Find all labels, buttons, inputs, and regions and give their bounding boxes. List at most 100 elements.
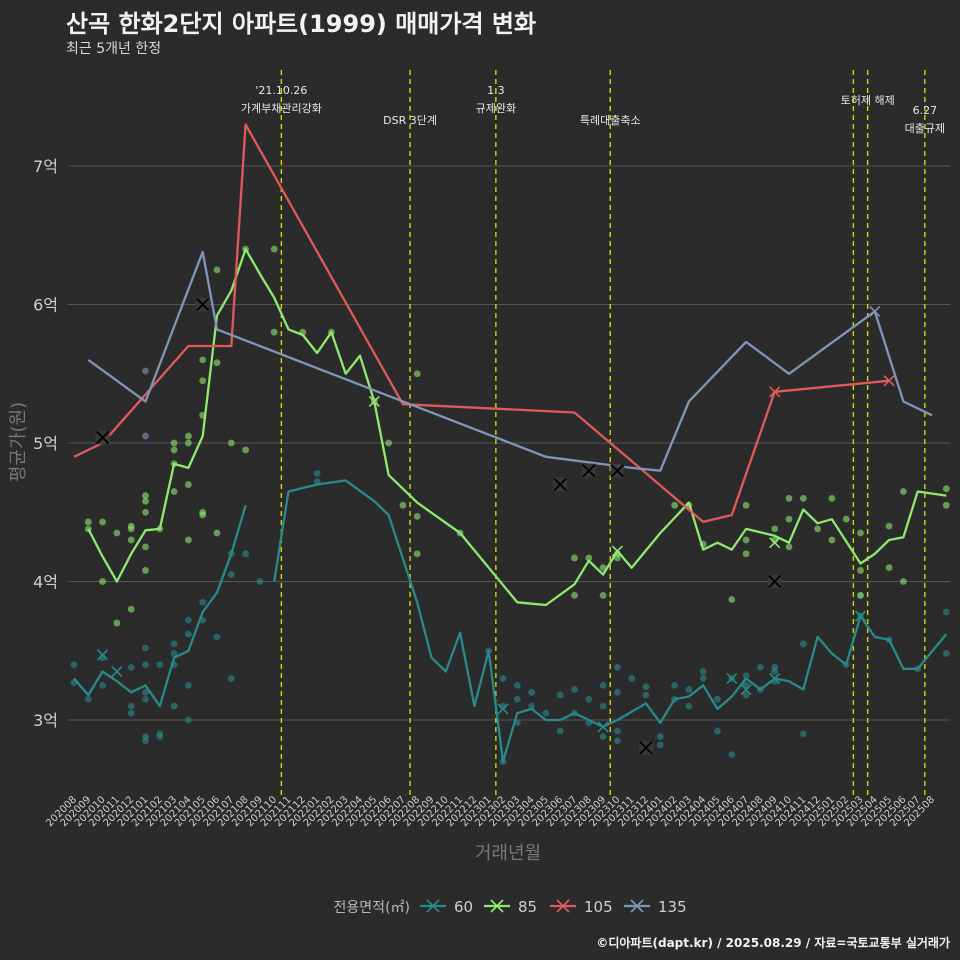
cross-60 (740, 683, 752, 696)
point-135 (142, 432, 149, 440)
point-60 (599, 702, 607, 710)
y-tick-labels: 3억 4억 5억 6억 7억 (33, 157, 58, 730)
point-60 (142, 695, 149, 703)
point-85 (170, 488, 178, 495)
point-85 (227, 439, 235, 447)
point-85 (185, 439, 192, 447)
point-85 (213, 359, 221, 367)
point-85 (185, 432, 192, 440)
point-60 (714, 727, 721, 735)
cross-60 (769, 672, 781, 685)
point-60 (142, 661, 149, 668)
point-60 (127, 702, 135, 710)
point-85 (614, 554, 621, 562)
point-60 (227, 675, 235, 682)
point-85 (857, 529, 864, 537)
point-60 (599, 681, 607, 689)
point-85 (942, 501, 950, 509)
point-60 (599, 733, 607, 741)
point-85 (385, 439, 392, 447)
point-60 (84, 695, 92, 703)
source-caption: ©디아파트(dapt.kr) / 2025.08.29 / 자료=국토교통부 실… (596, 936, 950, 950)
point-60 (685, 686, 693, 693)
cross-85 (368, 395, 380, 408)
point-85 (857, 591, 864, 599)
point-60 (227, 571, 235, 578)
line-105 (73, 123, 890, 524)
point-60 (528, 702, 535, 710)
point-60 (585, 695, 593, 703)
point-60 (213, 633, 221, 641)
point-85 (199, 377, 207, 385)
point-85 (199, 511, 207, 519)
cross-marks (95, 297, 895, 755)
event-label: 가계부채관리강화 (241, 102, 322, 115)
point-85 (785, 543, 793, 551)
point-85 (113, 619, 121, 627)
point-85 (828, 536, 836, 544)
point-85 (242, 446, 250, 454)
point-85 (127, 605, 135, 613)
point-85 (742, 536, 750, 544)
point-60 (513, 695, 521, 703)
point-85 (599, 564, 607, 572)
point-85 (413, 513, 421, 520)
point-85 (142, 508, 149, 516)
event-label: 6.27 (913, 104, 938, 117)
y-tick-label: 7억 (33, 157, 58, 176)
event-label: 1.3 (487, 84, 505, 97)
point-60 (142, 644, 149, 652)
legend-label-105: 105 (584, 898, 613, 916)
point-85 (142, 492, 149, 500)
point-85 (399, 501, 407, 509)
x-mark-135 (553, 477, 567, 492)
event-label: 토허제 해제 (841, 93, 895, 107)
point-60 (185, 716, 192, 724)
point-85 (127, 525, 135, 533)
cross-60 (726, 672, 738, 685)
chart-subtitle: 최근 5개년 한정 (66, 41, 162, 57)
point-85 (170, 446, 178, 454)
point-85 (413, 370, 421, 378)
legend-cross-105 (556, 899, 570, 913)
event-label: DSR 3단계 (383, 114, 437, 127)
event-label: 특례대출축소 (580, 114, 641, 127)
x-mark-85 (768, 574, 782, 589)
event-label: 대출규제 (905, 122, 945, 135)
point-60 (170, 702, 178, 710)
point-60 (614, 737, 621, 745)
point-60 (942, 608, 950, 616)
point-85 (900, 488, 907, 495)
cross-105 (883, 375, 895, 387)
x-axis-label: 거래년월 (475, 843, 541, 864)
point-85 (185, 536, 192, 544)
legend-cross-85 (490, 899, 504, 913)
point-85 (671, 501, 678, 509)
point-60 (671, 681, 678, 689)
point-85 (213, 529, 221, 537)
point-60 (513, 681, 521, 689)
cross-60 (497, 703, 509, 715)
point-60 (99, 681, 106, 689)
x-mark-135 (582, 464, 596, 478)
point-85 (142, 543, 149, 551)
point-85 (742, 550, 750, 558)
cross-85 (611, 545, 623, 557)
legend-cross-135 (630, 899, 644, 913)
point-60 (642, 691, 650, 699)
grid-lines (68, 165, 950, 721)
y-tick-label: 3억 (33, 711, 58, 730)
point-60 (656, 733, 664, 741)
point-85 (942, 485, 950, 493)
point-85 (142, 497, 149, 505)
point-60 (256, 578, 264, 585)
point-60 (942, 650, 950, 657)
point-85 (199, 356, 207, 364)
point-60 (156, 661, 164, 668)
line-60 (73, 479, 948, 763)
point-85 (599, 591, 607, 599)
point-135 (142, 367, 149, 375)
legend-title: 전용면적(㎡) (334, 900, 410, 916)
